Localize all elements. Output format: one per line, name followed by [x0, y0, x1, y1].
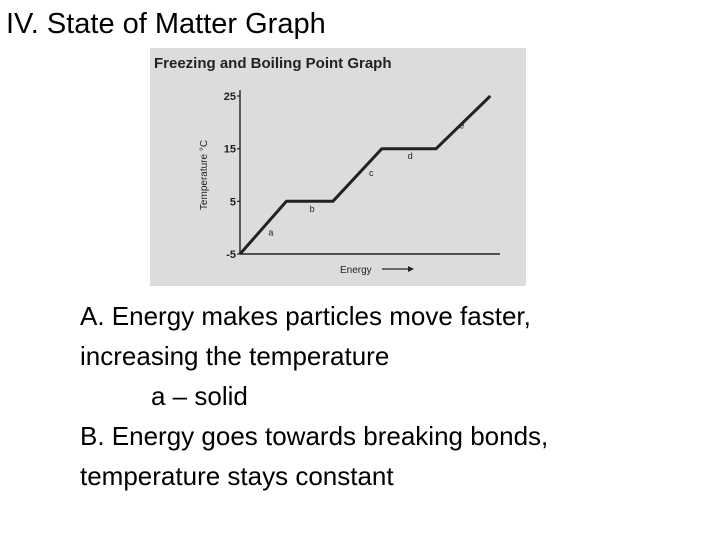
- segment-label-b: b: [310, 204, 315, 214]
- segment-label-a: a: [268, 228, 273, 238]
- y-tick-label: 15: [224, 144, 236, 156]
- freezing-boiling-chart: Freezing and Boiling Point Graph -5 5 15 25 T…: [154, 55, 500, 276]
- y-tick-label: -5: [226, 249, 236, 261]
- point-a-subitem: a – solid: [151, 381, 248, 411]
- x-axis-arrow-head: [408, 266, 414, 272]
- chart-figure: Freezing and Boiling Point Graph -5 5 15 25 T…: [150, 48, 526, 286]
- slide-title: IV. State of Matter Graph: [6, 8, 326, 40]
- y-axis-label: Temperature °C: [199, 140, 210, 210]
- point-b-line-1: B. Energy goes towards breaking bonds,: [80, 421, 549, 451]
- y-tick-label: 25: [224, 91, 236, 103]
- segment-label-c: c: [369, 168, 374, 178]
- chart-title: Freezing and Boiling Point Graph: [154, 55, 392, 72]
- segment-label-e: e: [459, 121, 464, 131]
- point-b-line-2: temperature stays constant: [80, 461, 394, 491]
- segment-label-d: d: [408, 151, 413, 161]
- slide-body: A. Energy makes particles move faster, i…: [80, 296, 710, 496]
- temperature-line: [238, 94, 492, 255]
- y-tick-label: 5: [230, 196, 236, 208]
- point-a-line-2: increasing the temperature: [80, 341, 390, 371]
- x-axis-label: Energy: [340, 265, 372, 276]
- point-a-line-1: A. Energy makes particles move faster,: [80, 301, 531, 331]
